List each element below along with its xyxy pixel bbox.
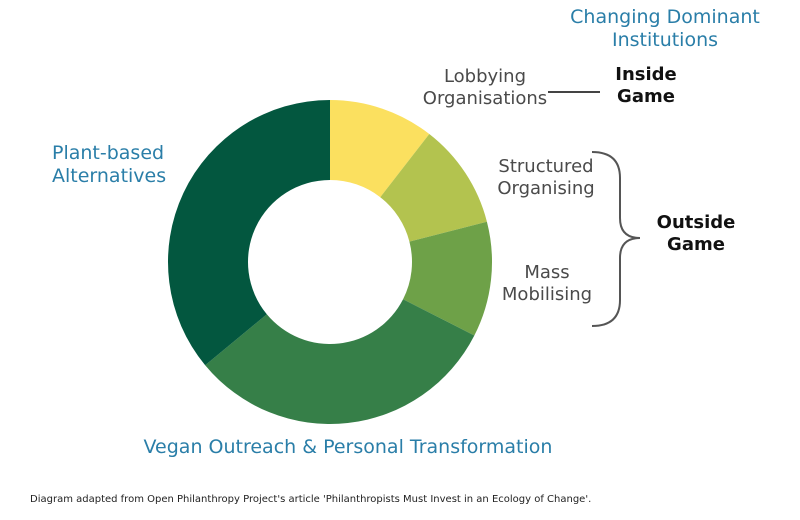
donut-segment-plant: [167, 100, 330, 366]
lobbying-organisations-label: Lobbying Organisations: [422, 66, 548, 109]
donut-segment-structured: [380, 133, 487, 242]
source-footnote: Diagram adapted from Open Philanthropy P…: [30, 494, 592, 505]
donut-segment-vegan: [205, 299, 475, 424]
structured-organising-label: Structured Organising: [497, 156, 595, 199]
mass-mobilising-label: Mass Mobilising: [501, 262, 593, 305]
changing-dominant-institutions-title: Changing Dominant Institutions: [570, 6, 760, 51]
donut-segment-mass: [403, 221, 492, 336]
inside-game-label: Inside Game: [615, 64, 677, 107]
vegan-outreach-label: Vegan Outreach & Personal Transformation: [143, 436, 553, 458]
donut-segment-lobbying: [330, 100, 430, 198]
outside-game-curly-brace: [591, 151, 641, 327]
outside-game-label: Outside Game: [656, 212, 736, 255]
plant-based-alternatives-label: Plant-based Alternatives: [52, 142, 167, 187]
donut-segments: [167, 100, 492, 424]
